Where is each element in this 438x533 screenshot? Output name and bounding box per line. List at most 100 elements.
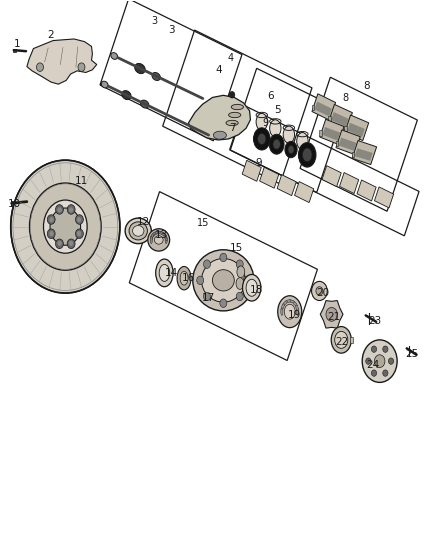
Polygon shape <box>312 94 336 120</box>
Bar <box>328 116 331 121</box>
Polygon shape <box>320 301 343 328</box>
Ellipse shape <box>157 231 163 234</box>
Text: 4: 4 <box>215 65 223 75</box>
Ellipse shape <box>201 259 245 302</box>
Text: 25: 25 <box>405 349 419 359</box>
Circle shape <box>43 200 87 253</box>
Text: 8: 8 <box>343 93 349 103</box>
Text: 14: 14 <box>165 269 178 278</box>
Ellipse shape <box>133 225 144 236</box>
Ellipse shape <box>125 218 151 244</box>
Ellipse shape <box>237 266 245 278</box>
Text: 23: 23 <box>369 316 382 326</box>
Ellipse shape <box>284 304 295 319</box>
Ellipse shape <box>246 279 258 296</box>
Polygon shape <box>357 180 376 201</box>
Ellipse shape <box>283 301 287 306</box>
Ellipse shape <box>151 232 155 238</box>
Ellipse shape <box>285 141 297 158</box>
Ellipse shape <box>152 231 158 236</box>
Text: 21: 21 <box>327 312 340 322</box>
Ellipse shape <box>150 234 153 241</box>
Ellipse shape <box>213 131 226 139</box>
Ellipse shape <box>289 300 294 303</box>
Bar <box>13 49 15 52</box>
Polygon shape <box>347 123 365 137</box>
Circle shape <box>49 231 54 236</box>
Circle shape <box>69 207 73 213</box>
Polygon shape <box>188 95 251 140</box>
Ellipse shape <box>193 250 254 311</box>
Circle shape <box>29 183 101 270</box>
Ellipse shape <box>254 128 270 150</box>
Circle shape <box>67 239 75 248</box>
Ellipse shape <box>285 300 291 303</box>
Circle shape <box>75 229 83 239</box>
Ellipse shape <box>150 236 152 244</box>
Circle shape <box>230 92 235 98</box>
Ellipse shape <box>226 120 238 126</box>
Text: 22: 22 <box>336 337 349 347</box>
Circle shape <box>47 215 55 224</box>
Text: 4: 4 <box>227 53 233 62</box>
Circle shape <box>389 358 394 365</box>
Ellipse shape <box>129 222 148 240</box>
Ellipse shape <box>295 304 298 311</box>
Bar <box>311 105 314 110</box>
Ellipse shape <box>135 63 145 74</box>
Polygon shape <box>328 104 353 131</box>
Ellipse shape <box>302 148 312 162</box>
Text: 3: 3 <box>168 25 174 35</box>
Ellipse shape <box>122 91 131 100</box>
Ellipse shape <box>101 81 108 88</box>
Polygon shape <box>260 167 279 188</box>
Ellipse shape <box>236 278 244 289</box>
Circle shape <box>236 260 243 269</box>
Ellipse shape <box>273 139 280 149</box>
Circle shape <box>383 346 388 352</box>
Ellipse shape <box>281 308 283 316</box>
Circle shape <box>311 281 327 301</box>
Ellipse shape <box>177 266 191 290</box>
Ellipse shape <box>269 134 284 154</box>
Circle shape <box>77 217 81 222</box>
Ellipse shape <box>180 271 188 285</box>
Ellipse shape <box>256 114 268 131</box>
Polygon shape <box>336 130 360 155</box>
Ellipse shape <box>231 104 244 110</box>
Text: 1: 1 <box>14 39 21 49</box>
Circle shape <box>366 358 371 365</box>
Circle shape <box>204 260 211 269</box>
Text: 2: 2 <box>48 30 54 41</box>
Polygon shape <box>355 148 373 161</box>
Text: 15: 15 <box>197 218 209 228</box>
Text: 11: 11 <box>75 176 88 187</box>
Ellipse shape <box>154 236 163 244</box>
Bar <box>344 126 347 132</box>
Text: 17: 17 <box>201 293 215 303</box>
Ellipse shape <box>160 231 165 236</box>
Circle shape <box>75 215 83 224</box>
Text: 13: 13 <box>155 230 168 240</box>
Circle shape <box>78 63 85 71</box>
Ellipse shape <box>148 229 170 251</box>
Ellipse shape <box>281 304 284 311</box>
Text: 19: 19 <box>287 310 301 320</box>
Ellipse shape <box>331 327 351 353</box>
Text: 10: 10 <box>8 199 21 209</box>
Polygon shape <box>242 160 261 181</box>
Circle shape <box>236 292 243 301</box>
Ellipse shape <box>152 72 160 80</box>
Text: 9: 9 <box>262 118 268 128</box>
Circle shape <box>374 355 385 368</box>
Circle shape <box>67 205 75 214</box>
Ellipse shape <box>335 332 348 349</box>
Ellipse shape <box>162 232 166 238</box>
Ellipse shape <box>297 133 308 150</box>
Circle shape <box>220 299 227 308</box>
Circle shape <box>371 370 377 376</box>
Text: 12: 12 <box>137 217 151 228</box>
Text: 20: 20 <box>316 288 329 298</box>
Text: 8: 8 <box>363 81 370 91</box>
Text: 9: 9 <box>256 158 262 168</box>
